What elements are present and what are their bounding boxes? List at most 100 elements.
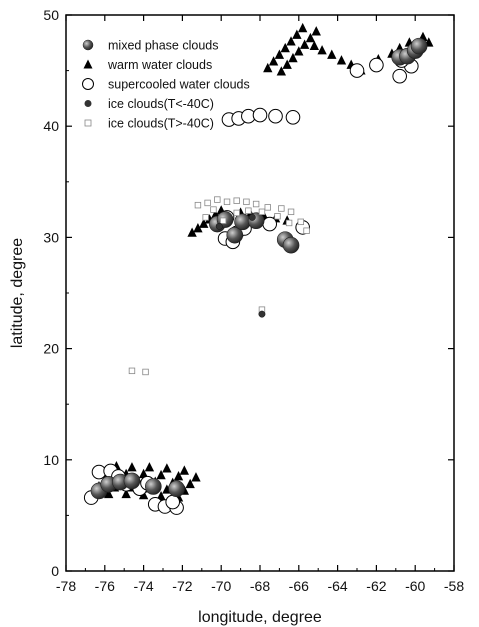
data-point [185,478,195,489]
data-point [274,49,285,59]
legend-marker [84,100,92,107]
data-point [298,22,308,33]
data-point [226,226,244,244]
y-tick-label: 0 [51,563,59,579]
data-point [210,206,217,213]
data-point [248,213,256,221]
data-point [285,110,301,125]
data-point [121,488,131,499]
data-point [219,217,227,224]
data-point [264,204,271,211]
data-point [276,66,287,76]
data-point [288,52,298,63]
data-point [303,227,310,234]
data-point [233,197,240,204]
data-point [223,198,231,206]
x-tick-label: -70 [211,578,231,594]
data-point [286,36,296,46]
data-point [173,470,184,481]
data-point [280,42,290,53]
data-point [243,198,250,206]
data-point [187,227,197,237]
data-point [127,462,137,472]
data-point [233,209,240,217]
data-point [252,200,260,208]
data-point [268,56,279,66]
legend-marker [84,119,92,127]
series-mixed-phase-clouds [90,37,428,500]
data-point [165,494,180,510]
legend-label: mixed phase clouds [108,39,218,53]
data-point [214,196,221,203]
data-point [179,465,190,475]
x-axis: -78 -76 -74 -72 -70 -68 -66 -64 -62 -60 -58 [56,15,464,594]
data-point [274,213,281,220]
data-point [104,488,114,499]
y-axis: 0 10 20 30 40 50 [43,7,454,579]
data-point [199,218,209,228]
data-point [282,236,300,254]
legend-item: supercooled water clouds [82,78,250,92]
x-tick-label: -76 [95,578,115,594]
data-point [336,55,347,65]
data-point [156,469,166,480]
legend-label: supercooled water clouds [108,78,250,92]
legend-marker [82,78,94,90]
x-axis-title: longitude, degree [198,609,322,626]
data-point [317,45,327,55]
y-tick-label: 10 [43,452,59,468]
data-point [392,68,407,84]
data-point [268,108,283,124]
data-point [168,480,185,498]
series-supercooled-water-clouds [83,53,419,515]
data-point [144,462,155,472]
data-point [258,208,266,216]
data-point [245,207,252,214]
x-tick-label: -74 [133,578,153,594]
data-point [305,32,316,43]
y-tick-label: 40 [43,118,59,134]
data-point [193,223,203,233]
data-point [294,46,304,56]
data-point [285,219,293,227]
data-point [145,478,162,495]
data-point [311,26,321,36]
x-tick-label: -68 [250,578,270,594]
data-point [194,201,202,209]
data-point [202,214,209,221]
x-tick-label: -72 [172,578,192,594]
x-tick-label: -78 [56,578,76,594]
legend-label: warm water clouds [107,58,212,72]
data-point [292,29,302,39]
y-axis-title: latitude, degree [9,238,26,348]
data-point [191,472,201,482]
y-tick-label: 50 [43,7,59,23]
series-warm-water-clouds [88,22,434,502]
data-point [299,39,310,49]
x-tick-label: -60 [405,578,425,594]
x-tick-label: -66 [289,578,309,594]
data-point [410,37,428,55]
y-tick-label: 20 [43,341,59,357]
legend-marker [83,59,93,69]
data-points [83,22,434,515]
series-ice-clouds-t-40c- [215,213,266,318]
x-tick-label: -58 [444,578,464,594]
data-point [278,205,285,212]
data-point [128,367,136,375]
series-ice-clouds-t-40c- [128,196,310,376]
data-point [204,199,211,207]
data-point [263,62,273,73]
legend-label: ice clouds(T<-40C) [108,97,214,111]
legend-marker [82,39,94,51]
data-point [258,310,266,318]
data-point [349,63,365,78]
data-point [142,368,149,376]
y-tick-label: 30 [43,229,59,245]
data-point [369,57,384,73]
data-point [309,40,319,50]
data-point [287,208,295,216]
legend: mixed phase clouds warm water clouds super… [82,39,250,131]
